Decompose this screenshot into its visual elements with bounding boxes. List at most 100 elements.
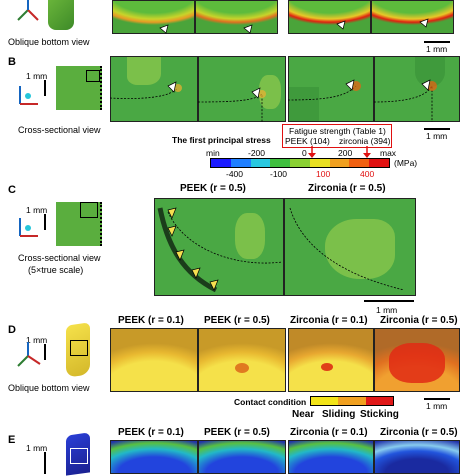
col-header-e-3: Zirconia (r = 0.1)	[290, 427, 368, 438]
colorbar-tick-400: 400	[360, 169, 375, 179]
contact-bar-cell	[338, 397, 367, 405]
image-b-2	[198, 56, 286, 122]
inset-scale-d: 1 mm	[26, 335, 48, 345]
contact-condition-title: Contact condition	[234, 397, 307, 407]
model-thumbnail-a	[48, 0, 74, 30]
image-a-2	[195, 0, 278, 34]
image-d-3	[288, 328, 374, 392]
col-header-e-1: PEEK (r = 0.1)	[118, 427, 184, 438]
peek-strength: PEEK (104)	[285, 136, 330, 146]
inset-scale-bar-c	[44, 214, 46, 230]
axis-triad-a	[17, 0, 39, 21]
inset-scale-bar-d	[44, 344, 46, 360]
colorbar-cell	[230, 159, 252, 167]
scale-label-a: 1 mm	[426, 44, 448, 54]
fatigue-arrows	[308, 146, 371, 158]
image-a-4	[371, 0, 454, 34]
image-d-4	[374, 328, 460, 392]
colorbar-block: The first principal stress Fatigue stren…	[170, 124, 420, 180]
cross-section-thumbnail-c	[56, 202, 102, 246]
colorbar-cell	[211, 159, 232, 167]
panel-letter-e: E	[8, 434, 16, 446]
scale-bar-a	[424, 41, 450, 43]
zoom-box-b	[86, 70, 100, 82]
image-e-2	[198, 440, 286, 474]
scale-bar-b	[424, 128, 450, 130]
arrowheads-a	[159, 18, 429, 34]
contact-label-sticking: Sticking	[360, 409, 399, 420]
image-c-1	[154, 198, 284, 296]
axis-triad-b	[19, 86, 38, 105]
image-a-1	[112, 0, 195, 34]
scale-bar-d	[424, 398, 450, 400]
colorbar-tick-neg400: -400	[226, 169, 244, 179]
colorbar-unit: (MPa)	[394, 158, 418, 168]
colorbar-tick-max: max	[380, 148, 397, 158]
contour-lines-b	[110, 79, 437, 122]
axis-triad-d	[17, 342, 41, 367]
colorbar-cell	[250, 159, 271, 167]
cross-section-thumbnail-b	[56, 66, 102, 110]
image-c-2	[284, 198, 416, 296]
colorbar-cell	[270, 159, 291, 167]
scale-label-d: 1 mm	[426, 401, 448, 411]
axis-triad-c	[19, 218, 38, 237]
view-label-c-1: Cross-sectional view	[18, 253, 101, 263]
colorbar-cell	[309, 159, 331, 167]
zirconia-strength: zirconia (394)	[339, 136, 391, 146]
panel-letter-b: B	[8, 56, 16, 68]
scale-bar-c	[364, 300, 414, 302]
image-a-3	[288, 0, 371, 34]
image-d-2	[198, 328, 286, 392]
image-e-4	[374, 440, 460, 474]
contact-bar-cell	[311, 397, 339, 405]
col-header-e-2: PEEK (r = 0.5)	[204, 427, 270, 438]
inset-scale-b: 1 mm	[26, 71, 48, 81]
inset-scale-c: 1 mm	[26, 205, 48, 215]
col-header-d-4: Zirconia (r = 0.5)	[380, 315, 458, 326]
colorbar-tick-0: 0	[302, 148, 307, 158]
image-e-1	[110, 440, 198, 474]
panel-letter-d: D	[8, 324, 16, 336]
contour-lines-c	[157, 207, 405, 293]
colorbar	[210, 158, 390, 168]
image-b-1	[110, 56, 198, 122]
fatigue-strength-title: Fatigue strength (Table 1)	[289, 126, 386, 136]
colorbar-tick-200: 200	[338, 148, 353, 158]
col-header-d-1: PEEK (r = 0.1)	[118, 315, 184, 326]
colorbar-cell	[290, 159, 311, 167]
contact-label-sliding: Sliding	[322, 409, 356, 420]
colorbar-cell	[369, 159, 390, 167]
col-header-c-1: PEEK (r = 0.5)	[180, 183, 246, 194]
inset-scale-e: 1 mm	[26, 443, 48, 453]
inset-scale-bar-b	[44, 80, 46, 96]
zoom-box-e	[70, 448, 88, 464]
colorbar-title: The first principal stress	[172, 135, 271, 145]
scale-label-c: 1 mm	[376, 305, 398, 315]
inset-scale-bar-e	[44, 452, 46, 474]
colorbar-cell	[329, 159, 350, 167]
panel-e: E 1 mm PEEK (r = 0.1) PEEK (r = 0.5) Zir…	[0, 427, 474, 476]
colorbar-cell	[349, 159, 370, 167]
panel-a: Oblique bottom view 1 mm	[0, 0, 474, 62]
colorbar-tick-neg200: -200	[248, 148, 266, 158]
zoom-box-c	[80, 202, 98, 218]
panel-b: B 1 mm Cross-sectional view 1 mm The	[0, 56, 474, 178]
colorbar-tick-100: 100	[316, 169, 331, 179]
col-header-d-2: PEEK (r = 0.5)	[204, 315, 270, 326]
panel-c: C 1 mm Cross-sectional view (5×true scal…	[0, 180, 474, 316]
col-header-c-2: Zirconia (r = 0.5)	[308, 183, 386, 194]
image-d-1	[110, 328, 198, 392]
colorbar-tick-neg100: -100	[270, 169, 288, 179]
col-header-e-4: Zirconia (r = 0.5)	[380, 427, 458, 438]
scale-label-b: 1 mm	[426, 131, 448, 141]
col-header-d-3: Zirconia (r = 0.1)	[290, 315, 368, 326]
zoom-box-d	[70, 340, 88, 356]
contact-bar-cell	[365, 397, 394, 405]
view-label-d: Oblique bottom view	[8, 383, 90, 393]
view-label-c-2: (5×true scale)	[28, 265, 84, 275]
fatigue-strength-box: Fatigue strength (Table 1) PEEK (104) zi…	[282, 124, 392, 148]
contact-label-near: Near	[292, 409, 315, 420]
view-label-a: Oblique bottom view	[8, 37, 90, 47]
colorbar-tick-min: min	[206, 148, 220, 158]
